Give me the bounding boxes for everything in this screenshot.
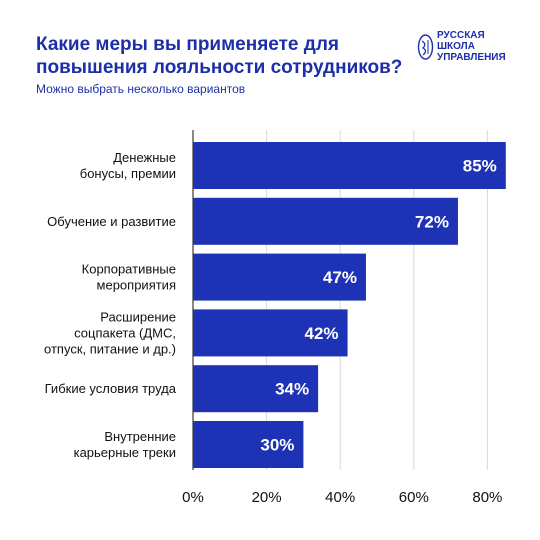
x-tick-label-40: 40% [325, 489, 355, 506]
value-label-3: 47% [323, 268, 357, 287]
x-tick-label-80: 80% [472, 489, 502, 506]
value-label-4: 42% [305, 324, 339, 343]
category-label-5: Гибкие условия труда [45, 381, 177, 396]
rsu-logo-icon [417, 34, 434, 60]
category-label-1: Денежные бонусы, премии [80, 150, 176, 181]
bar-1 [193, 142, 506, 189]
value-label-2: 72% [415, 212, 449, 231]
category-label-3: Корпоративные мероприятия [82, 262, 176, 293]
bar-2 [193, 197, 458, 245]
logo-text: РУССКАЯ ШКОЛА УПРАВЛЕНИЯ [437, 30, 506, 63]
bar-4 [193, 309, 348, 357]
category-label-2: Обучение и развитие [47, 214, 176, 229]
chart-subtitle: Можно выбрать несколько вариантов [36, 82, 246, 96]
value-label-1: 85% [463, 157, 497, 176]
value-label-5: 34% [275, 380, 309, 399]
brand-logo: РУССКАЯ ШКОЛА УПРАВЛЕНИЯ [417, 30, 517, 66]
chart-title: Какие меры вы применяете для повышения л… [36, 34, 403, 78]
x-tick-label-60: 60% [399, 489, 429, 506]
bar-6 [193, 421, 304, 468]
value-label-6: 30% [260, 436, 294, 455]
category-label-4: Расширение соцпакета (ДМС, отпуск, питание… [44, 309, 176, 356]
bar-5 [193, 365, 319, 413]
bar-3 [193, 253, 366, 301]
category-label-6: Внутренние карьерные треки [74, 429, 176, 460]
x-tick-label-20: 20% [252, 489, 282, 506]
x-tick-label-0: 0% [182, 489, 204, 506]
